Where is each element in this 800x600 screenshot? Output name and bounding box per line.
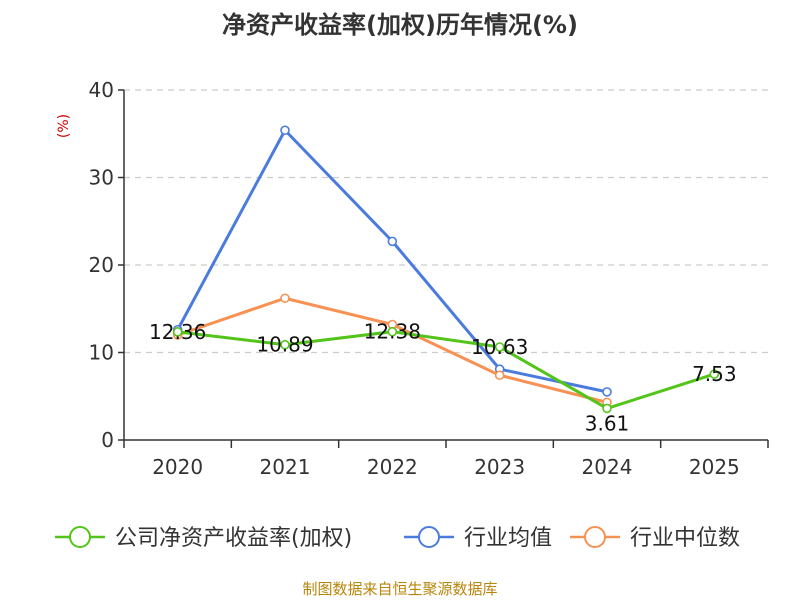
source-note: 制图数据来自恒生聚源数据库 bbox=[302, 580, 497, 598]
axes: 0 10 20 30 40 2020 2021 2022 2023 2024 2025 bbox=[89, 78, 769, 479]
data-point-s1-2024[interactable] bbox=[602, 387, 612, 397]
x-tick-label-2025: 2025 bbox=[689, 455, 740, 479]
y-tick-label-10: 10 bbox=[89, 341, 114, 365]
data-label-2021: 10.89 bbox=[256, 333, 313, 357]
data-label-2025: 7.53 bbox=[692, 362, 737, 386]
chart-title: 净资产收益率(加权)历年情况(%) bbox=[222, 11, 578, 39]
data-point-s0-2021[interactable] bbox=[280, 339, 290, 350]
legend[interactable]: 公司净资产收益率(加权) 行业均值 行业中位数 bbox=[55, 526, 740, 551]
legend-label-2: 行业中位数 bbox=[630, 526, 740, 551]
y-tick-label-0: 0 bbox=[101, 428, 114, 452]
data-labels: 12.36 10.89 12.38 10.63 3.61 7.53 bbox=[149, 320, 737, 436]
legend-marker-0 bbox=[69, 526, 91, 548]
x-tick-label-2023: 2023 bbox=[474, 455, 525, 479]
data-point-s0-2020[interactable] bbox=[172, 327, 183, 337]
series bbox=[172, 125, 720, 414]
legend-label-1: 行业均值 bbox=[464, 526, 552, 551]
x-tick-label-2021: 2021 bbox=[260, 455, 311, 479]
legend-item-1[interactable]: 行业均值 bbox=[404, 526, 552, 551]
data-point-s2-2023[interactable] bbox=[494, 370, 505, 381]
data-point-s0-2024[interactable] bbox=[602, 403, 612, 414]
legend-marker-2 bbox=[584, 526, 606, 548]
data-label-2024: 3.61 bbox=[585, 411, 630, 435]
legend-marker-1 bbox=[418, 526, 440, 548]
data-point-s0-2022[interactable] bbox=[387, 326, 398, 337]
y-tick-label-30: 30 bbox=[89, 166, 114, 190]
data-point-s2-2021[interactable] bbox=[280, 293, 290, 304]
data-point-s0-2023[interactable] bbox=[494, 342, 505, 352]
legend-item-0[interactable]: 公司净资产收益率(加权) bbox=[55, 526, 352, 551]
x-tick-label-2022: 2022 bbox=[367, 455, 418, 479]
y-axis-unit: (%) bbox=[56, 114, 72, 138]
legend-item-2[interactable]: 行业中位数 bbox=[570, 526, 740, 551]
y-tick-label-20: 20 bbox=[89, 253, 114, 277]
data-point-s1-2022[interactable] bbox=[387, 236, 398, 247]
grid bbox=[124, 89, 768, 354]
data-label-2020: 12.36 bbox=[149, 320, 206, 344]
x-tick-label-2024: 2024 bbox=[582, 455, 633, 479]
legend-label-0: 公司净资产收益率(加权) bbox=[115, 526, 352, 551]
data-label-2023: 10.63 bbox=[471, 335, 528, 359]
data-label-2022: 12.38 bbox=[364, 320, 421, 344]
data-point-s0-2025[interactable] bbox=[709, 369, 720, 379]
data-point-s1-2021[interactable] bbox=[280, 125, 290, 136]
series-line-2 bbox=[177, 296, 608, 404]
y-tick-label-40: 40 bbox=[89, 78, 114, 102]
series-line-0 bbox=[177, 330, 715, 410]
x-tick-label-2020: 2020 bbox=[152, 455, 203, 479]
